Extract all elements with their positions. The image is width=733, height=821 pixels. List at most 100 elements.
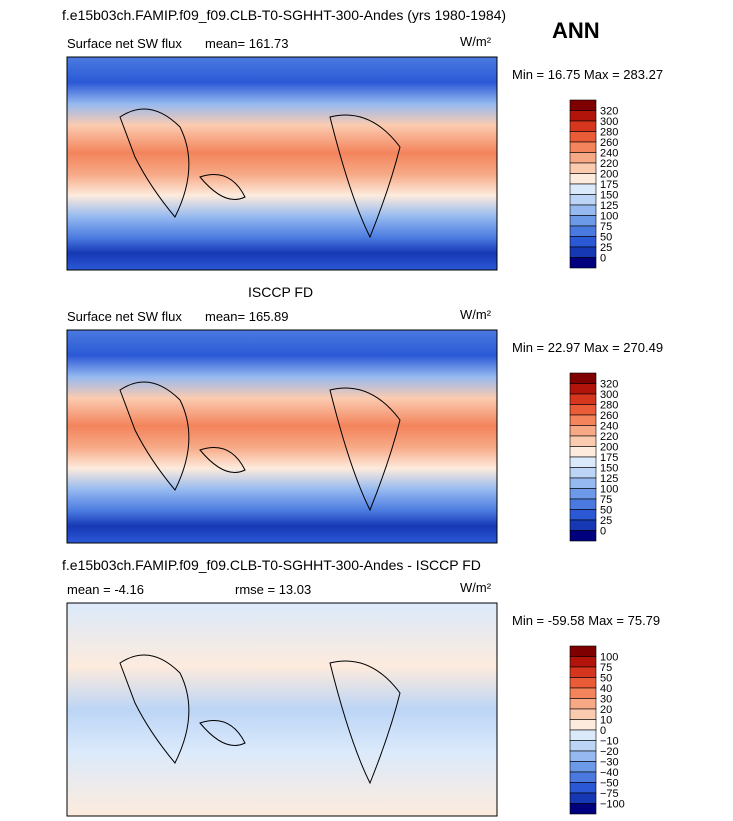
colorbar-box — [569, 519, 597, 531]
colorbar-label: 200 — [600, 442, 618, 454]
panel-center-label: mean= 161.73 — [205, 36, 288, 51]
colorbar-label: −50 — [600, 778, 619, 790]
colorbar-label: 150 — [600, 190, 618, 202]
colorbar-label: 300 — [600, 389, 618, 401]
colorbar-box — [569, 761, 597, 773]
colorbar-box — [569, 708, 597, 720]
colorbar-label: 10 — [600, 715, 612, 727]
min-max: Min = 22.97 Max = 270.49 — [512, 340, 663, 355]
colorbar-box — [569, 425, 597, 437]
colorbar-label: 240 — [600, 148, 618, 160]
colorbar-box — [569, 141, 597, 153]
colorbar-box — [569, 215, 597, 227]
colorbar-label: 40 — [600, 683, 612, 695]
panel-left-label: mean = -4.16 — [67, 582, 144, 597]
colorbar-label: −20 — [600, 746, 619, 758]
colorbar-label: 75 — [600, 221, 612, 233]
colorbar-label: 25 — [600, 515, 612, 527]
coastline — [119, 654, 401, 785]
colorbar-label: 320 — [600, 106, 618, 118]
colorbar-label: 0 — [600, 526, 606, 538]
units: W/m² — [460, 34, 492, 49]
colorbar-box — [569, 131, 597, 143]
colorbar-box — [569, 152, 597, 164]
coastline — [119, 381, 401, 512]
colorbar-box — [569, 729, 597, 741]
colorbar-box — [569, 677, 597, 689]
colorbar-box — [569, 257, 597, 269]
colorbar-box — [569, 740, 597, 752]
panel-center-label: mean= 165.89 — [205, 309, 288, 324]
colorbar-box — [569, 687, 597, 699]
colorbar-label: −75 — [600, 788, 619, 800]
colorbar-label: 100 — [600, 484, 618, 496]
colorbar-label: 100 — [600, 211, 618, 223]
colorbar-label: −100 — [600, 799, 625, 811]
colorbar-box — [569, 477, 597, 489]
colorbar-label: 220 — [600, 431, 618, 443]
colorbar-box — [569, 162, 597, 174]
colorbar-box — [569, 99, 597, 111]
colorbar-box — [569, 498, 597, 510]
colorbar-box — [569, 719, 597, 731]
map — [66, 56, 498, 271]
panel-title: ISCCP FD — [248, 284, 313, 300]
colorbar-label: 260 — [600, 137, 618, 149]
colorbar-box — [569, 666, 597, 678]
colorbar-box — [569, 372, 597, 384]
colorbar-label: 100 — [600, 652, 618, 664]
colorbar-label: 75 — [600, 662, 612, 674]
colorbar-label: 150 — [600, 463, 618, 475]
colorbar-label: 175 — [600, 452, 618, 464]
colorbar-box — [569, 225, 597, 237]
colorbar-box — [569, 173, 597, 185]
colorbar-box — [569, 467, 597, 479]
colorbar-box — [569, 435, 597, 447]
colorbar-label: 125 — [600, 200, 618, 212]
colorbar-label: 200 — [600, 169, 618, 181]
map — [66, 602, 498, 817]
colorbar-box — [569, 488, 597, 500]
colorbar-label: 125 — [600, 473, 618, 485]
colorbar-box — [569, 750, 597, 762]
panel-left-label: Surface net SW flux — [67, 309, 182, 324]
colorbar-label: 0 — [600, 253, 606, 265]
colorbar-box — [569, 530, 597, 542]
colorbar-box — [569, 656, 597, 668]
panel-center-label: rmse = 13.03 — [235, 582, 311, 597]
colorbar-box — [569, 698, 597, 710]
colorbar-box — [569, 803, 597, 815]
colorbar-box — [569, 782, 597, 794]
colorbar-box — [569, 771, 597, 783]
colorbar-box — [569, 414, 597, 426]
colorbar-box — [569, 246, 597, 258]
colorbar-label: 280 — [600, 127, 618, 139]
colorbar-label: 50 — [600, 232, 612, 244]
colorbar-box — [569, 183, 597, 195]
season: ANN — [552, 18, 600, 43]
colorbar-label: 50 — [600, 673, 612, 685]
colorbar-box — [569, 204, 597, 216]
colorbar-label: 25 — [600, 242, 612, 254]
units: W/m² — [460, 580, 492, 595]
colorbar-box — [569, 404, 597, 416]
colorbar-box — [569, 383, 597, 395]
min-max: Min = -59.58 Max = 75.79 — [512, 613, 660, 628]
coastline — [119, 108, 401, 239]
panel-title: f.e15b03ch.FAMIP.f09_f09.CLB-T0-SGHHT-30… — [62, 557, 481, 573]
colorbar-box — [569, 236, 597, 248]
units: W/m² — [460, 307, 492, 322]
colorbar-box — [569, 456, 597, 468]
min-max: Min = 16.75 Max = 283.27 — [512, 67, 663, 82]
colorbar-label: 240 — [600, 421, 618, 433]
colorbar-label: 220 — [600, 158, 618, 170]
colorbar-label: 20 — [600, 704, 612, 716]
colorbar-label: 280 — [600, 400, 618, 412]
colorbar-label: 320 — [600, 379, 618, 391]
panel-left-label: Surface net SW flux — [67, 36, 182, 51]
colorbar-label: 50 — [600, 505, 612, 517]
figure-title: f.e15b03ch.FAMIP.f09_f09.CLB-T0-SGHHT-30… — [62, 7, 506, 23]
map — [66, 329, 498, 544]
colorbar-label: −30 — [600, 757, 619, 769]
